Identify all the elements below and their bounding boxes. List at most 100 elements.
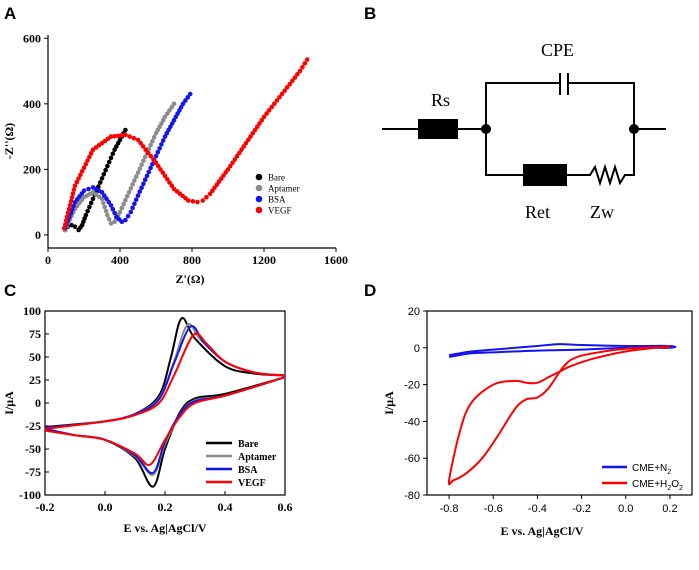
data-point-aptamer <box>105 212 110 218</box>
y-tick-label: 0 <box>35 396 41 410</box>
y-tick-label: -25 <box>25 419 41 433</box>
data-point-vegf <box>295 72 300 77</box>
data-point-vegf <box>148 153 154 159</box>
data-point-vegf <box>62 222 68 227</box>
data-point-vegf <box>74 179 80 185</box>
cv-curve-cme-n2 <box>448 343 677 358</box>
label-zw: Zw <box>590 202 614 222</box>
data-point-vegf <box>69 195 75 200</box>
data-point-aptamer <box>133 174 139 179</box>
data-point-bsa <box>183 98 188 103</box>
x-tick-label: 0.6 <box>278 500 293 514</box>
data-point-aptamer <box>126 190 132 195</box>
data-point-vegf <box>239 147 244 152</box>
legend-label-bare: Bare <box>238 439 259 450</box>
data-point-vegf <box>165 176 170 182</box>
label-ret: Ret <box>525 202 550 222</box>
y-tick-label: -50 <box>25 442 41 456</box>
data-point-vegf <box>61 226 67 231</box>
data-point-bsa <box>185 95 191 100</box>
data-point-bsa <box>148 165 153 171</box>
data-point-vegf <box>284 85 290 90</box>
x-tick-label: 1600 <box>324 253 348 267</box>
y-axis-title: I/μA <box>382 391 396 415</box>
data-point-aptamer <box>169 104 175 110</box>
data-point-vegf <box>252 127 258 133</box>
warburg-element-zw <box>567 129 635 187</box>
x-tick-label: 0 <box>45 253 51 267</box>
data-point-bare <box>123 127 128 133</box>
y-tick-label: 600 <box>23 31 41 45</box>
resistor-ret <box>523 164 567 186</box>
data-point-aptamer <box>141 158 146 164</box>
legend-label-text: CME+N <box>632 463 667 474</box>
y-tick-label: 0 <box>35 228 41 242</box>
wire <box>485 129 523 176</box>
y-tick-label: -20 <box>404 380 420 392</box>
y-tick-label: -75 <box>25 465 41 479</box>
data-point-vegf <box>146 150 151 156</box>
data-point-aptamer <box>162 114 168 120</box>
data-point-vegf <box>63 218 69 223</box>
data-point-vegf <box>115 133 121 139</box>
wire <box>568 82 635 129</box>
y-tick-label: 100 <box>23 304 41 318</box>
data-point-vegf <box>162 173 168 179</box>
data-point-bsa <box>71 203 76 209</box>
panel-d-cyclic-voltammogram: -0.8 -0.6 -0.4 -0.2 0.0 0.2 20 0 -20 -40 -60 -80 CM… <box>382 306 693 538</box>
data-point-aptamer <box>142 154 148 160</box>
data-point-aptamer <box>130 182 135 187</box>
cv-curve-forward-bare <box>44 317 286 428</box>
data-point-vegf <box>200 198 206 203</box>
data-point-vegf <box>246 137 251 143</box>
data-point-vegf <box>230 160 235 166</box>
legend-marker-aptamer <box>255 184 263 192</box>
x-tick-label: -0.2 <box>572 503 591 515</box>
data-point-bsa <box>137 189 143 194</box>
data-point-bsa <box>130 205 135 211</box>
panel-c-cyclic-voltammogram: -0.2 0.0 0.2 0.4 0.61007550250-25-50-75-100 … <box>2 304 293 535</box>
x-tick-label: 0.2 <box>662 503 677 515</box>
label-cpe: CPE <box>541 40 574 60</box>
data-point-vegf <box>66 206 72 212</box>
wire <box>485 82 560 129</box>
x-tick-label: -0.4 <box>528 503 547 515</box>
plot-frame <box>426 310 693 496</box>
y-tick-label: -100 <box>19 488 41 502</box>
cv-curve-reverse-vegf <box>44 376 286 466</box>
x-tick-label: -0.8 <box>440 503 459 515</box>
data-point-vegf <box>297 68 303 74</box>
data-point-bare <box>103 167 108 173</box>
data-point-bsa <box>142 177 148 183</box>
data-point-aptamer <box>150 138 155 144</box>
data-point-vegf <box>153 160 159 166</box>
data-point-bare <box>88 200 94 206</box>
data-point-vegf <box>228 163 233 169</box>
legend-marker-bsa <box>255 195 263 203</box>
x-tick-label: -0.6 <box>484 503 503 515</box>
data-point-bsa <box>102 193 107 198</box>
legend-marker-bare <box>255 173 263 181</box>
data-point-bsa <box>144 173 150 179</box>
data-point-bsa <box>155 150 161 155</box>
data-point-vegf <box>300 64 305 70</box>
legend-label-cme-h2o2: CME+H2O2 <box>632 479 683 492</box>
label-rs: Rs <box>431 90 450 110</box>
data-point-vegf <box>290 78 295 84</box>
y-tick-label: 20 <box>408 306 420 318</box>
x-axis-title: Z'(Ω) <box>176 272 205 286</box>
data-point-vegf <box>195 199 200 205</box>
data-point-bsa <box>123 217 128 223</box>
data-point-bare <box>101 172 107 177</box>
data-point-vegf <box>123 132 128 138</box>
data-point-aptamer <box>151 134 157 140</box>
x-tick-label: 800 <box>183 253 201 267</box>
data-point-bare <box>85 208 90 214</box>
legend-label-aptamer: Aptamer <box>238 452 277 463</box>
y-tick-label: 75 <box>29 327 41 341</box>
data-point-aptamer <box>103 208 109 214</box>
legend-label-text: O <box>671 479 679 490</box>
data-point-bsa <box>159 142 164 147</box>
resistor-rs <box>418 119 458 139</box>
